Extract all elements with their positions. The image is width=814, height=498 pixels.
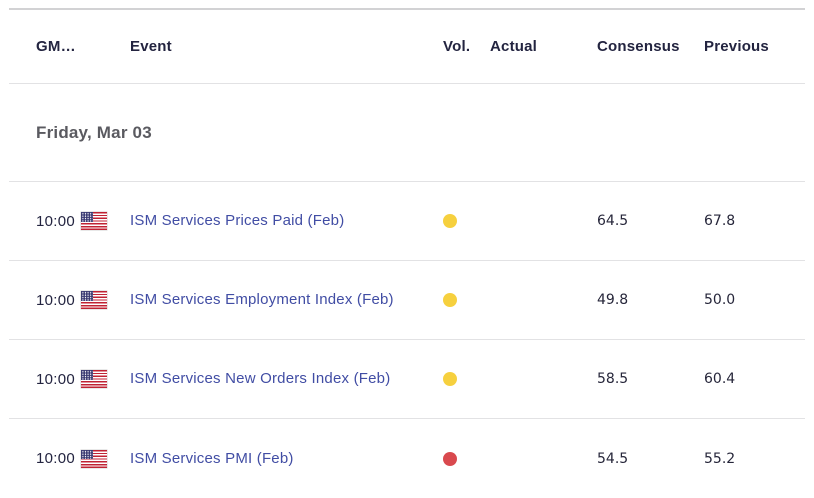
us-flag-icon (81, 449, 108, 468)
previous-value: 55.2 (704, 450, 736, 467)
consensus-value: 54.5 (597, 450, 629, 467)
event-link[interactable]: ISM Services Employment Index (Feb) (130, 291, 394, 308)
vol-cell (443, 214, 490, 228)
vol-cell (443, 293, 490, 307)
event-time: 10:00 (36, 450, 76, 467)
event-cell: ISM Services Employment Index (Feb) (130, 291, 443, 309)
event-cell: ISM Services New Orders Index (Feb) (130, 370, 443, 388)
time-cell: 10:00 (36, 449, 130, 468)
event-link[interactable]: ISM Services Prices Paid (Feb) (130, 212, 345, 229)
table-row: 10:00 ISM Services Prices Paid (Feb) 64.… (9, 182, 805, 261)
event-link[interactable]: ISM Services New Orders Index (Feb) (130, 370, 391, 387)
time-cell: 10:00 (36, 212, 130, 230)
column-header-actual: Actual (490, 38, 538, 55)
column-header-gmt: GM… (36, 38, 76, 55)
table-header-row: GM… Event Vol. Actual Consensus Previous (9, 10, 805, 84)
column-header-vol: Vol. (443, 38, 471, 55)
column-header-previous: Previous (704, 38, 769, 55)
consensus-value: 58.5 (597, 371, 629, 387)
us-flag-icon (81, 212, 108, 230)
event-link[interactable]: ISM Services PMI (Feb) (130, 449, 294, 467)
vol-cell (443, 451, 490, 466)
volatility-dot-icon (443, 451, 457, 466)
column-header-event: Event (130, 38, 172, 55)
time-cell: 10:00 (36, 291, 130, 309)
previous-value: 60.4 (704, 371, 736, 387)
column-header-consensus: Consensus (597, 38, 680, 55)
event-time: 10:00 (36, 370, 76, 388)
event-cell: ISM Services PMI (Feb) (130, 450, 443, 468)
time-cell: 10:00 (36, 370, 130, 388)
volatility-dot-icon (443, 214, 457, 228)
volatility-dot-icon (443, 372, 457, 386)
previous-value: 67.8 (704, 213, 736, 229)
table-row: 10:00 ISM Services New Orders Index (Feb… (9, 340, 805, 419)
table-row: 10:00 ISM Services Employment Index (Feb… (9, 261, 805, 340)
vol-cell (443, 372, 490, 386)
us-flag-icon (81, 370, 108, 388)
table-row: 10:00 ISM Services PMI (Feb) 54.5 55.2 (9, 419, 805, 498)
date-section-row: Friday, Mar 03 (9, 84, 805, 182)
us-flag-icon (81, 291, 108, 309)
event-cell: ISM Services Prices Paid (Feb) (130, 212, 443, 230)
date-section-label: Friday, Mar 03 (36, 122, 152, 142)
previous-value: 50.0 (704, 292, 736, 308)
economic-calendar-table: GM… Event Vol. Actual Consensus Previous… (9, 8, 805, 498)
event-time: 10:00 (36, 212, 76, 230)
volatility-dot-icon (443, 293, 457, 307)
consensus-value: 49.8 (597, 292, 629, 308)
event-time: 10:00 (36, 291, 76, 309)
consensus-value: 64.5 (597, 213, 629, 229)
